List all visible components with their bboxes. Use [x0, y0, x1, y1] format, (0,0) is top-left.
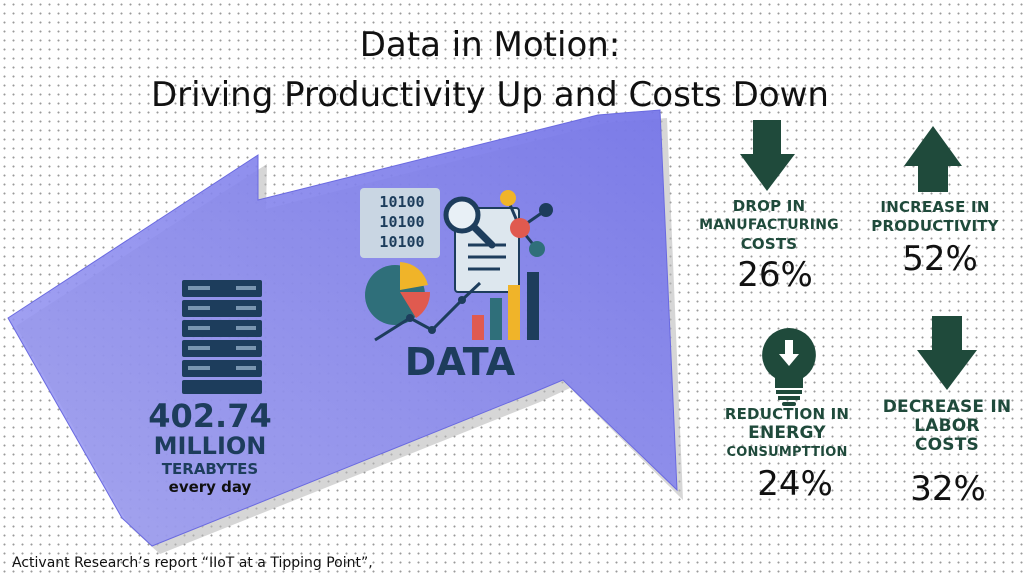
title-line-2: Driving Productivity Up and Costs Down: [151, 75, 829, 115]
stat-label-productivity: INCREASE IN PRODUCTIVITY: [860, 198, 1010, 236]
trend-line-icon: [374, 281, 482, 342]
stat-label-line: PRODUCTIVITY: [871, 217, 999, 235]
network-icon: [500, 190, 553, 257]
stat-value-manufacturing: 26%: [737, 255, 813, 295]
stat-label-manufacturing: DROP IN MANUFACTURING COSTS: [694, 197, 844, 254]
stat-label-line: MANUFACTURING: [699, 217, 839, 233]
data-heading: DATA: [404, 340, 516, 384]
volume-period: every day: [168, 478, 252, 496]
stat-label-line: DECREASE IN: [882, 397, 1012, 417]
binary-panel: [360, 188, 440, 258]
volume-number: 402.74: [148, 397, 272, 435]
up-arrow-icon: [904, 126, 962, 192]
binary-line: 10100: [379, 213, 425, 231]
binary-line: 10100: [379, 193, 425, 211]
stat-label-line: INCREASE IN: [880, 198, 990, 216]
volume-measure: TERABYTES: [161, 460, 259, 478]
binary-text: 10100 10100 10100: [366, 192, 438, 252]
stat-label-line: DROP IN: [732, 197, 806, 215]
stat-label-line: COSTS: [914, 435, 979, 455]
stat-label-line: ENERGY: [748, 423, 826, 443]
stat-label-line: COSTS: [740, 235, 798, 253]
volume-unit: MILLION: [153, 432, 267, 460]
pie-chart-icon: [365, 262, 431, 325]
binary-line: 10100: [379, 233, 425, 251]
bar-chart-icon: [472, 272, 539, 340]
stat-label-line: LABOR: [914, 416, 980, 436]
stat-label-labor: DECREASE IN LABOR COSTS: [872, 398, 1022, 455]
stat-label-energy: REDUCTION IN ENERGY CONSUMPTTION: [712, 405, 862, 462]
down-arrow-icon: [917, 316, 977, 390]
magnifier-icon: [443, 196, 496, 249]
lightbulb-icon: [762, 328, 816, 406]
stat-value-labor: 32%: [910, 469, 986, 509]
stat-label-line: REDUCTION IN: [724, 405, 850, 423]
source-citation: Activant Research’s report “IIoT at a Ti…: [12, 555, 373, 571]
stat-label-line: CONSUMPTTION: [726, 445, 848, 460]
stat-value-productivity: 52%: [902, 239, 978, 279]
stat-value-energy: 24%: [757, 464, 833, 504]
title-line-1: Data in Motion:: [359, 25, 621, 65]
down-arrow-icon: [740, 120, 795, 191]
